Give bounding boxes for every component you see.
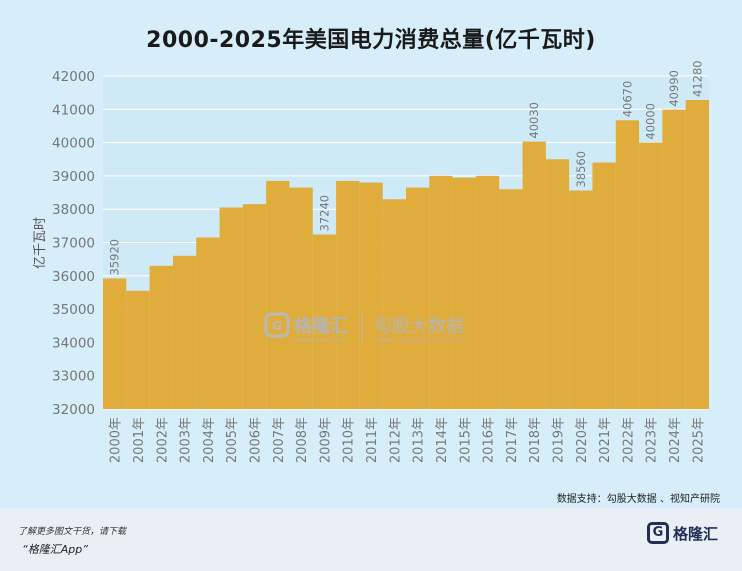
data-label: 40670 — [620, 81, 634, 118]
x-tick-label: 2015年 — [458, 417, 473, 463]
x-tick-label: 2004年 — [202, 417, 217, 463]
chart-title: 2000-2025年美国电力消费总量(亿千瓦时) — [146, 28, 596, 53]
footer-logo: G 格隆汇 — [646, 522, 718, 544]
x-tick-label: 2003年 — [179, 417, 194, 463]
bar — [592, 162, 616, 409]
x-tick-label: 2009年 — [318, 417, 333, 463]
bar — [545, 159, 570, 409]
bar-chart: 32000 33000 34000 35000 36000 37000 38000 39000… — [33, 60, 709, 463]
bar — [126, 290, 150, 409]
bar — [499, 189, 523, 409]
x-tick-label: 2017年 — [505, 417, 520, 463]
bar — [289, 187, 313, 409]
x-tick-label: 2010年 — [342, 417, 357, 463]
data-label: 40000 — [644, 103, 658, 140]
x-tick-label: 2023年 — [645, 417, 660, 463]
gelonghui-logo-icon: G — [646, 522, 669, 544]
bar — [219, 207, 243, 409]
bar — [359, 182, 383, 409]
x-tick-label: 2007年 — [272, 417, 287, 463]
bar — [312, 234, 337, 409]
y-tick-label: 33000 — [52, 369, 95, 385]
bar — [266, 180, 290, 409]
data-label: 40990 — [667, 70, 681, 107]
x-tick-label: 2013年 — [412, 417, 427, 463]
bar — [569, 190, 593, 409]
x-tick-label: 2006年 — [249, 417, 264, 463]
bar — [242, 204, 267, 409]
watermark-partner: 勾股大数据 — [374, 316, 464, 337]
bar — [662, 109, 686, 410]
bar — [406, 187, 430, 409]
data-label: 37240 — [317, 195, 331, 232]
bar — [429, 175, 453, 409]
y-tick-label: 35000 — [52, 302, 95, 318]
bar — [382, 199, 406, 409]
watermark-logo-icon — [264, 312, 290, 338]
x-tick-label: 2012年 — [388, 417, 403, 463]
x-tick-label: 2005年 — [225, 417, 240, 463]
bar — [475, 175, 500, 409]
x-tick-label: 2002年 — [155, 417, 170, 463]
data-label: 38560 — [574, 151, 588, 188]
y-tick-label: 32000 — [52, 402, 95, 418]
x-tick-label: 2021年 — [598, 417, 613, 463]
watermark-brand-site: www.gelonghui.com — [294, 338, 345, 344]
y-axis-label: 亿千瓦时 — [33, 217, 48, 269]
x-tick-label: 2022年 — [621, 417, 636, 463]
x-tick-label: 2001年 — [132, 417, 147, 463]
y-tick-label: 42000 — [52, 69, 95, 85]
footer-logo-text: 格隆汇 — [672, 524, 718, 543]
y-tick-label: 38000 — [52, 202, 95, 218]
x-tick-label: 2019年 — [552, 417, 567, 463]
y-tick-label: 37000 — [52, 236, 95, 252]
data-label: 40030 — [527, 102, 541, 139]
x-tick-label: 2000年 — [109, 417, 124, 463]
watermark-logo-letter: G — [272, 319, 282, 333]
watermark-partner-site: www.gogudata.com — [376, 336, 464, 344]
x-tick-label: 2016年 — [482, 417, 497, 463]
bar — [615, 120, 640, 409]
y-tick-label: 40000 — [52, 136, 95, 152]
y-tick-label: 36000 — [52, 269, 95, 285]
bar — [196, 237, 220, 409]
y-tick-label: 41000 — [52, 102, 95, 118]
x-tick-label: 2018年 — [528, 417, 543, 463]
x-tick-label: 2020年 — [575, 417, 590, 463]
footer-download-hint: 了解更多图文干货，请下载 — [18, 527, 127, 537]
bar — [452, 177, 476, 409]
data-source: 数据支持：勾股大数据 、视知产研院 — [556, 494, 720, 505]
bar — [685, 99, 709, 409]
x-tick-label: 2014年 — [435, 417, 450, 463]
x-tick-label: 2008年 — [295, 417, 310, 463]
x-tick-label: 2024年 — [668, 417, 683, 463]
y-tick-label: 39000 — [52, 169, 95, 185]
watermark-brand: 格隆汇 — [294, 315, 348, 337]
bar — [103, 278, 127, 409]
data-label: 35920 — [108, 239, 122, 276]
bar — [149, 265, 173, 409]
y-tick-label: 34000 — [52, 335, 95, 351]
bar — [172, 255, 197, 409]
x-tick-label: 2011年 — [365, 417, 380, 463]
x-tick-label: 2025年 — [691, 417, 706, 463]
data-label: 41280 — [690, 60, 704, 97]
chart-panel: 2000-2025年美国电力消费总量(亿千瓦时) 32000 33000 34000… — [33, 28, 720, 505]
footer: 了解更多图文干货，请下载 “格隆汇App” G 格隆汇 — [0, 508, 742, 571]
bar — [522, 141, 546, 409]
footer-app-name: “格隆汇App” — [22, 543, 88, 556]
bar — [336, 180, 360, 409]
bar — [639, 142, 663, 409]
